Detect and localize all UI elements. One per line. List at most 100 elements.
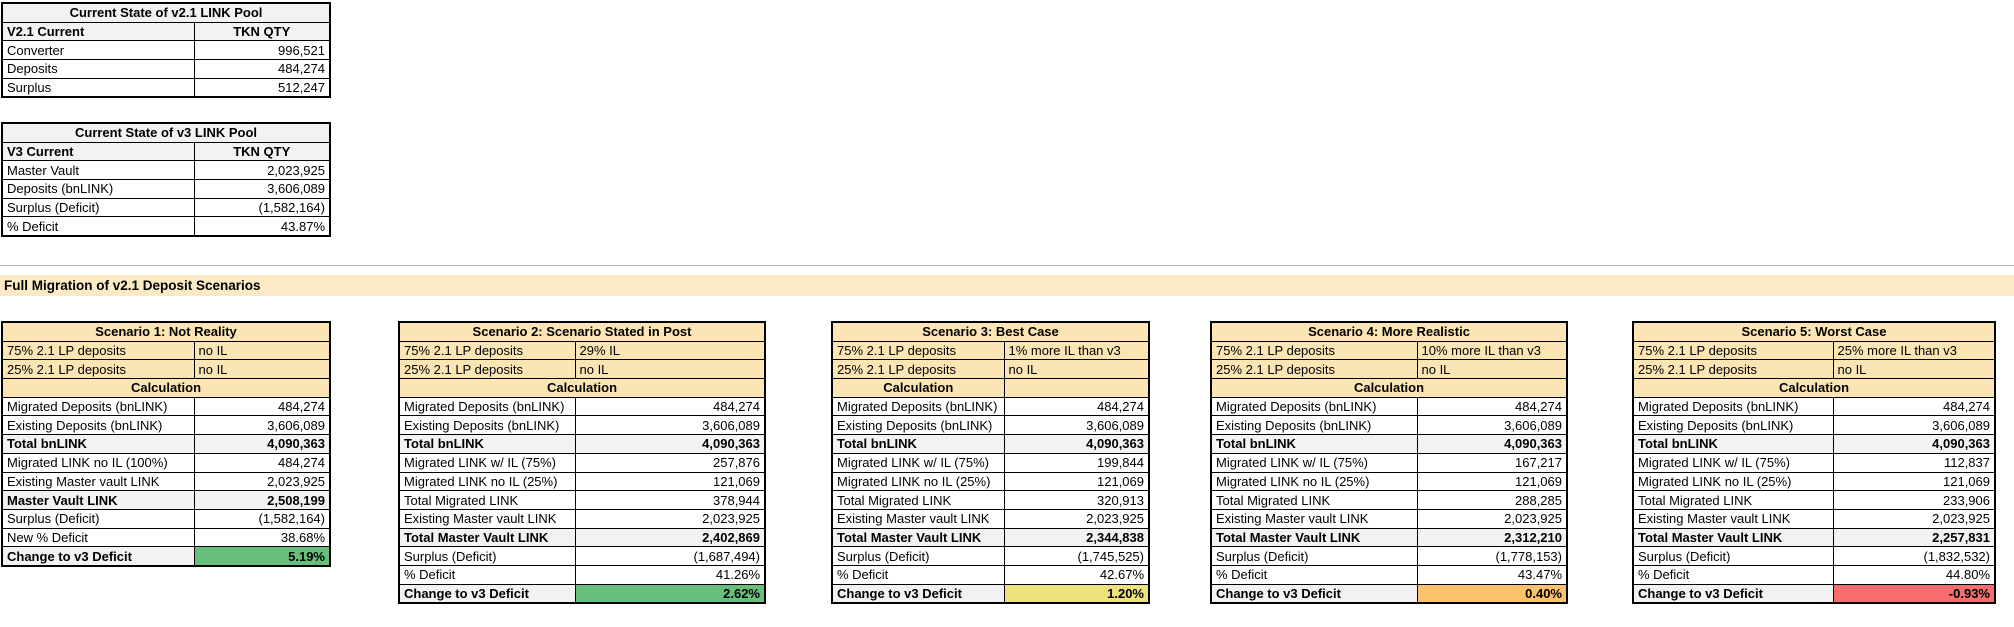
total-row-label[interactable]: Total Master Vault LINK	[831, 527, 1005, 548]
calc-row-value[interactable]: (1,582,164)	[193, 508, 331, 529]
scenario-title[interactable]: Scenario 1: Not Reality	[1, 321, 331, 342]
calc-row-value[interactable]: (1,687,494)	[574, 546, 766, 566]
calc-row-value[interactable]: 378,944	[574, 490, 766, 510]
change-row-value[interactable]: 2.62%	[574, 583, 766, 604]
assumption-value[interactable]: 10% more IL than v3	[1416, 340, 1568, 361]
assumption-label[interactable]: 25% 2.1 LP deposits	[1210, 359, 1418, 380]
calc-row-value[interactable]: 2,023,925	[574, 508, 766, 529]
calc-row-label[interactable]: Migrated Deposits (bnLINK)	[398, 396, 576, 417]
calc-row-label[interactable]: Migrated LINK w/ IL (75%)	[398, 452, 576, 473]
total-row-label[interactable]: Total bnLINK	[1632, 434, 1834, 454]
calc-row-label[interactable]: Total Migrated LINK	[831, 490, 1005, 510]
assumption-label[interactable]: 25% 2.1 LP deposits	[1632, 359, 1834, 380]
calc-row-value[interactable]: 2,023,925	[1003, 508, 1150, 529]
change-row-value[interactable]: -0.93%	[1832, 583, 1996, 604]
calc-row-value[interactable]: 3,606,089	[193, 415, 331, 436]
calc-row-label[interactable]: Existing Deposits (bnLINK)	[1632, 415, 1834, 436]
change-row-label[interactable]: Change to v3 Deficit	[1, 546, 195, 567]
calc-row-value[interactable]: 121,069	[1832, 471, 1996, 492]
calc-row-value[interactable]: 121,069	[574, 471, 766, 492]
calculation-header[interactable]: Calculation	[831, 378, 1005, 398]
assumption-label[interactable]: 75% 2.1 LP deposits	[1210, 340, 1418, 361]
assumption-value[interactable]: no IL	[574, 359, 766, 380]
calc-row-label[interactable]: Surplus (Deficit)	[1210, 546, 1418, 566]
total-row-value[interactable]: 4,090,363	[1416, 434, 1568, 454]
calc-row-label[interactable]: Migrated Deposits (bnLINK)	[831, 396, 1005, 417]
calc-row-value[interactable]: 3,606,089	[1832, 415, 1996, 436]
calc-row-value[interactable]: 257,876	[574, 452, 766, 473]
calc-row-value[interactable]: 484,274	[574, 396, 766, 417]
scenario-title[interactable]: Scenario 5: Worst Case	[1632, 321, 1996, 342]
calc-row-value[interactable]: 3,606,089	[1416, 415, 1568, 436]
calc-row-label[interactable]: Surplus (Deficit)	[1632, 546, 1834, 566]
calc-row-value[interactable]: 484,274	[1003, 396, 1150, 417]
calc-row-label[interactable]: Migrated LINK w/ IL (75%)	[1210, 452, 1418, 473]
calc-row-label[interactable]: % Deficit	[1632, 564, 1834, 585]
assumption-value[interactable]: no IL	[1832, 359, 1996, 380]
calc-row-value[interactable]: 167,217	[1416, 452, 1568, 473]
total-row-label[interactable]: Total bnLINK	[1210, 434, 1418, 454]
calculation-header[interactable]: Calculation	[1, 378, 331, 398]
calc-row-value[interactable]: 3,606,089	[1003, 415, 1150, 436]
calc-row-label[interactable]: Migrated LINK no IL (25%)	[1210, 471, 1418, 492]
total-row-label[interactable]: Total Master Vault LINK	[1632, 527, 1834, 548]
calc-row-label[interactable]: % Deficit	[398, 564, 576, 585]
total-row-label[interactable]: Total bnLINK	[1, 434, 195, 454]
calc-row-label[interactable]: Surplus (Deficit)	[398, 546, 576, 566]
calc-row-value[interactable]: (1,745,525)	[1003, 546, 1150, 566]
calc-row-label[interactable]: Migrated LINK w/ IL (75%)	[1632, 452, 1834, 473]
calc-row-value[interactable]: 233,906	[1832, 490, 1996, 510]
assumption-value[interactable]: 1% more IL than v3	[1003, 340, 1150, 361]
calc-row-label[interactable]: Surplus (Deficit)	[831, 546, 1005, 566]
pool-row-value[interactable]: 512,247	[193, 77, 331, 98]
assumption-value[interactable]: no IL	[1003, 359, 1150, 380]
calculation-header[interactable]: Calculation	[1632, 378, 1996, 398]
total-row-value[interactable]: 2,344,838	[1003, 527, 1150, 548]
calc-row-value[interactable]: 44.80%	[1832, 564, 1996, 585]
pool-col-header-qty[interactable]: TKN QTY	[193, 21, 331, 42]
calc-row-label[interactable]: Migrated Deposits (bnLINK)	[1, 396, 195, 417]
pool-table-title[interactable]: Current State of v3 LINK Pool	[1, 122, 331, 143]
total-row-label[interactable]: Total bnLINK	[831, 434, 1005, 454]
calc-row-label[interactable]: Migrated LINK no IL (100%)	[1, 452, 195, 473]
pool-row-label[interactable]: Surplus	[1, 77, 195, 98]
assumption-label[interactable]: 75% 2.1 LP deposits	[1632, 340, 1834, 361]
total-row-value[interactable]: 4,090,363	[193, 434, 331, 454]
calc-row-label[interactable]: Existing Deposits (bnLINK)	[1210, 415, 1418, 436]
assumption-label[interactable]: 75% 2.1 LP deposits	[831, 340, 1005, 361]
total-row-value[interactable]: 4,090,363	[1003, 434, 1150, 454]
calc-row-label[interactable]: % Deficit	[831, 564, 1005, 585]
calc-row-value[interactable]: 3,606,089	[574, 415, 766, 436]
scenario-title[interactable]: Scenario 3: Best Case	[831, 321, 1150, 342]
pool-row-value[interactable]: (1,582,164)	[193, 197, 331, 218]
assumption-value[interactable]: no IL	[193, 359, 331, 380]
total-row-label[interactable]: Total bnLINK	[398, 434, 576, 454]
assumption-value[interactable]: no IL	[193, 340, 331, 361]
calculation-header[interactable]: Calculation	[398, 378, 766, 398]
calc-row-value[interactable]: 43.47%	[1416, 564, 1568, 585]
calc-row-label[interactable]: Migrated LINK no IL (25%)	[831, 471, 1005, 492]
total-row-value[interactable]: 4,090,363	[1832, 434, 1996, 454]
total-row-value[interactable]: 2,508,199	[193, 490, 331, 510]
total-row-value[interactable]: 4,090,363	[574, 434, 766, 454]
change-row-value[interactable]: 5.19%	[193, 546, 331, 567]
calc-row-label[interactable]: Surplus (Deficit)	[1, 508, 195, 529]
calc-row-value[interactable]: (1,832,532)	[1832, 546, 1996, 566]
change-row-label[interactable]: Change to v3 Deficit	[398, 583, 576, 604]
pool-row-value[interactable]: 484,274	[193, 59, 331, 79]
calculation-header[interactable]: Calculation	[1210, 378, 1568, 398]
calc-row-value[interactable]: 42.67%	[1003, 564, 1150, 585]
calc-row-value[interactable]: 320,913	[1003, 490, 1150, 510]
calc-row-label[interactable]: Existing Deposits (bnLINK)	[1, 415, 195, 436]
pool-col-header-label[interactable]: V2.1 Current	[1, 21, 195, 42]
pool-row-label[interactable]: Master Vault	[1, 160, 195, 181]
calculation-header-spacer[interactable]	[1003, 378, 1150, 398]
calc-row-value[interactable]: 41.26%	[574, 564, 766, 585]
calc-row-label[interactable]: Migrated LINK no IL (25%)	[1632, 471, 1834, 492]
calc-row-value[interactable]: 112,837	[1832, 452, 1996, 473]
calc-row-value[interactable]: 484,274	[1416, 396, 1568, 417]
pool-row-label[interactable]: Deposits	[1, 59, 195, 79]
assumption-label[interactable]: 25% 2.1 LP deposits	[398, 359, 576, 380]
calc-row-label[interactable]: Migrated LINK w/ IL (75%)	[831, 452, 1005, 473]
calc-row-label[interactable]: Total Migrated LINK	[398, 490, 576, 510]
